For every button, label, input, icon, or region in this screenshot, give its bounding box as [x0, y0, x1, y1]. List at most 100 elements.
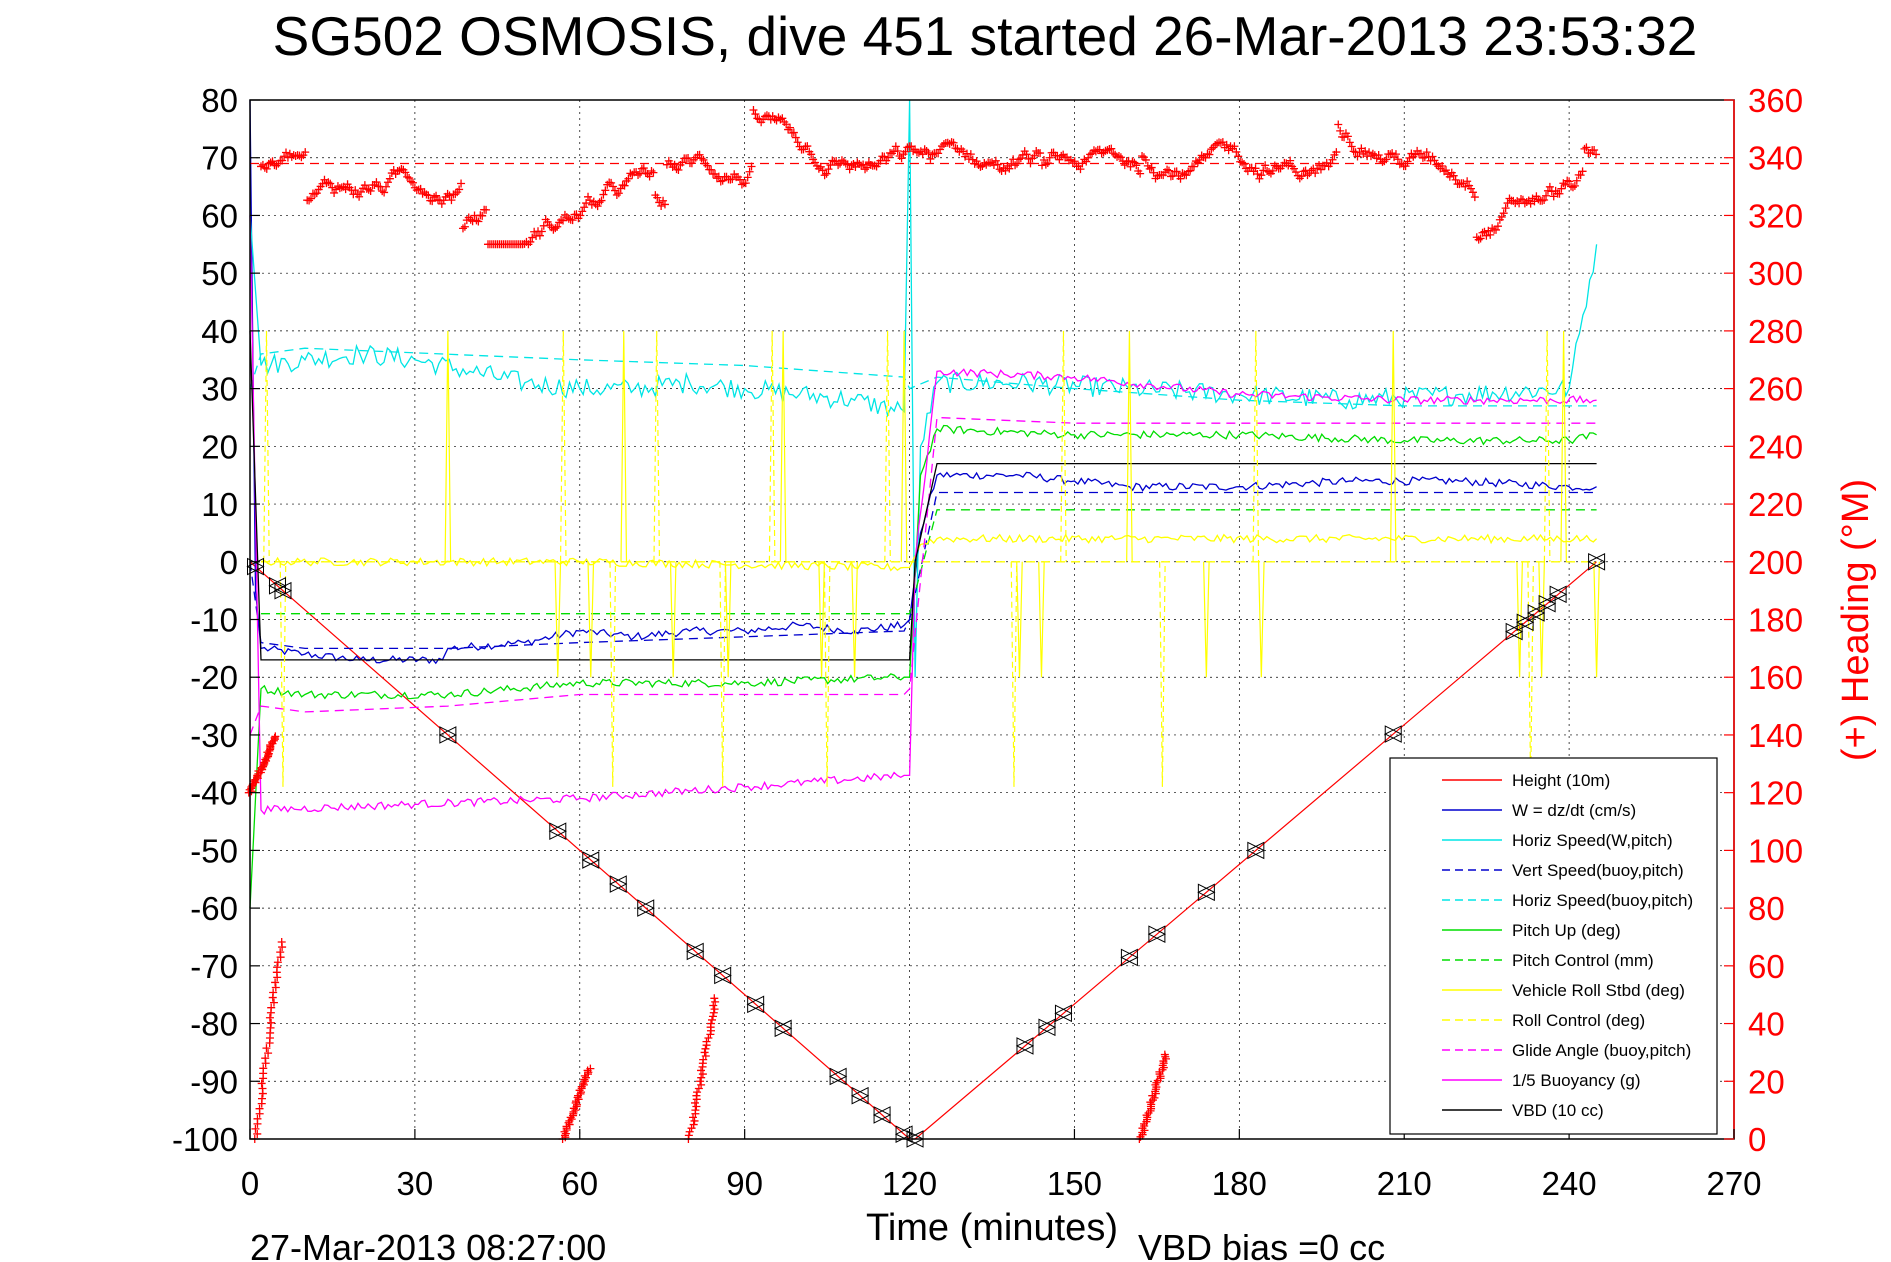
heading-point	[853, 158, 862, 167]
roll-spike	[851, 561, 858, 678]
heading-point	[1393, 155, 1402, 164]
height-marker	[636, 899, 655, 917]
heading-point	[789, 128, 798, 137]
heading-point	[1290, 164, 1299, 173]
heading-point	[716, 177, 725, 186]
legend-label: 1/5 Buoyancy (g)	[1512, 1071, 1641, 1090]
heading-point	[1403, 157, 1412, 166]
heading-point	[657, 202, 666, 211]
heading-point	[1416, 149, 1425, 158]
heading-point	[624, 174, 633, 183]
heading-point	[926, 154, 935, 163]
heading-point	[1291, 168, 1300, 177]
y2-tick-label: 200	[1748, 544, 1803, 581]
heading-point	[310, 190, 319, 199]
roll-spike	[669, 561, 677, 678]
heading-point	[539, 221, 548, 230]
heading-point	[553, 222, 562, 231]
heading-point	[692, 1102, 701, 1111]
height-marker	[1587, 552, 1606, 571]
heading-point	[1078, 159, 1087, 168]
height-marker	[872, 1106, 891, 1124]
heading-point	[1345, 138, 1354, 147]
roll-spike-dashed	[559, 330, 567, 562]
heading-point	[351, 186, 360, 195]
heading-point	[1336, 126, 1345, 135]
heading-point	[697, 1080, 706, 1089]
heading-point	[620, 181, 629, 190]
heading-point	[559, 216, 568, 225]
footer-vbd-bias: VBD bias =0 cc	[1138, 1227, 1385, 1262]
heading-point	[662, 160, 671, 169]
y-tick-label: 50	[201, 255, 238, 292]
heading-point	[968, 155, 977, 164]
heading-point	[335, 184, 344, 193]
y-tick-label: -20	[190, 659, 238, 696]
roll-spike	[587, 561, 595, 678]
y2-tick-label: 300	[1748, 255, 1803, 292]
heading-point	[1182, 171, 1191, 180]
y-tick-label: -10	[190, 602, 238, 639]
heading-point	[753, 114, 762, 123]
roll-spike-dashed	[279, 561, 287, 787]
heading-point	[1388, 149, 1397, 158]
heading-point	[418, 189, 427, 198]
heading-point	[372, 178, 381, 187]
roll-spike-dashed	[1159, 561, 1166, 787]
heading-point	[684, 154, 693, 163]
heading-point	[273, 963, 282, 972]
heading-point	[1449, 171, 1458, 180]
heading-point	[945, 139, 954, 148]
height-marker	[1120, 948, 1138, 967]
roll-spike	[724, 561, 732, 678]
roll-spike-dashed	[1543, 330, 1551, 562]
x-tick-label: 120	[882, 1165, 937, 1202]
heading-point	[1013, 159, 1022, 168]
heading-point	[660, 200, 669, 209]
heading-point	[564, 214, 573, 223]
heading-point	[1355, 148, 1364, 157]
heading-point	[265, 1013, 274, 1022]
heading-point	[253, 1114, 262, 1123]
heading-point	[270, 733, 279, 742]
y-tick-label: -50	[190, 832, 238, 869]
roll-spike-dashed	[1527, 561, 1534, 787]
x-axis-label: Time (minutes)	[866, 1207, 1118, 1249]
height-marker	[1538, 594, 1556, 613]
heading-point	[1038, 161, 1047, 170]
heading-point	[1160, 1050, 1169, 1059]
heading-point	[472, 216, 481, 225]
heading-point	[1463, 177, 1472, 186]
heading-point	[1428, 152, 1437, 161]
series-line	[260, 533, 1598, 572]
height-marker	[1505, 622, 1523, 641]
heading-point	[1022, 150, 1031, 159]
heading-point	[1057, 151, 1066, 160]
heading-point	[1326, 159, 1335, 168]
heading-point	[887, 149, 896, 158]
heading-point	[1538, 196, 1547, 205]
heading-point	[1286, 156, 1295, 165]
heading-point	[1592, 150, 1601, 159]
heading-point	[701, 159, 710, 168]
heading-point	[1568, 183, 1577, 192]
roll-spike-dashed	[1060, 330, 1067, 562]
heading-point	[1572, 176, 1581, 185]
heading-point	[283, 153, 292, 162]
heading-point	[343, 180, 352, 189]
height-marker	[1527, 604, 1545, 622]
heading-point	[1411, 150, 1420, 159]
heading-point	[1482, 231, 1491, 240]
heading-point	[264, 1049, 273, 1058]
heading-point	[301, 148, 310, 157]
heading-point	[257, 1094, 266, 1103]
series-line	[249, 330, 1597, 661]
heading-point	[259, 1064, 268, 1073]
heading-point	[701, 1044, 710, 1053]
heading-point	[297, 153, 306, 162]
heading-point	[976, 162, 985, 171]
heading-point	[1213, 139, 1222, 148]
y-tick-label: -100	[172, 1121, 238, 1158]
roll-spike-dashed	[609, 561, 617, 787]
heading-point	[708, 1012, 717, 1021]
